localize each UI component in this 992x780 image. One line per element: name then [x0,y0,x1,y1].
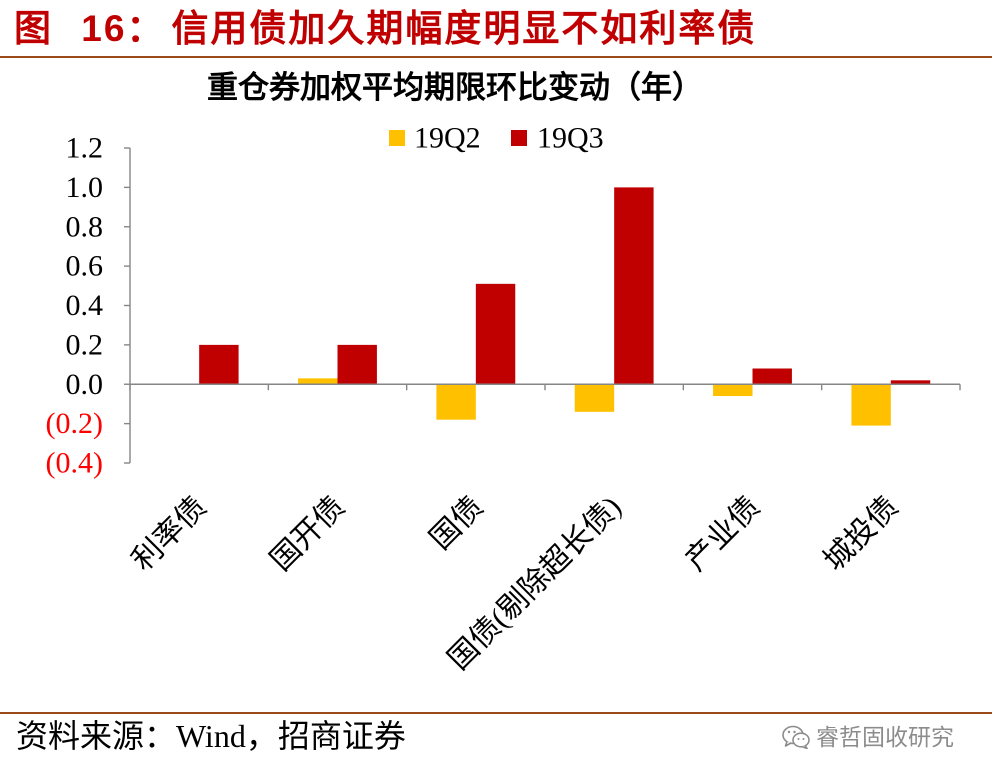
category-label: 国开债 [264,490,351,577]
watermark-text: 睿哲固收研究 [816,724,954,750]
y-tick-label: 1.0 [66,171,104,204]
legend-item-19q2: 19Q2 [389,122,481,155]
y-tick-label: 0.6 [66,250,104,283]
bar-19q2-5 [851,384,891,426]
bar-19q3-3 [614,187,654,385]
bar-19q2-2 [436,384,476,420]
figure-number: 图 16： [14,8,166,49]
legend-label-19q2: 19Q2 [414,122,481,155]
header-rule [0,56,992,58]
source-note: 资料来源：Wind，招商证券 [16,718,406,754]
axes [124,147,961,464]
legend-swatch-19q3 [511,130,527,146]
y-tick-label: 0.2 [66,328,104,361]
bars [199,187,931,426]
y-tick-label: 1.2 [66,132,104,165]
y-tick-label: (0.2) [46,407,103,440]
legend-label-19q3: 19Q3 [537,122,604,155]
y-tick-label: 0.4 [66,289,104,322]
category-label: 国债 [424,490,490,556]
category-label: 利率债 [126,490,213,577]
watermark: 睿哲固收研究 [782,723,954,751]
bar-19q2-1 [298,378,338,385]
footer-rule [0,712,992,714]
y-tick-label: 0.8 [66,210,104,243]
y-tick-label: (0.4) [46,447,103,480]
bar-19q3-4 [752,368,792,385]
bar-19q3-2 [475,283,516,385]
category-label: 城投债 [818,490,905,577]
bar-19q3-0 [199,344,239,385]
y-tick-label: 0.0 [66,368,104,401]
category-label: 产业债 [679,490,766,577]
chart-title: 重仓券加权平均期限环比变动（年） [207,70,703,105]
bar-19q2-4 [713,384,753,397]
y-tick-labels: 1.2 1.0 0.8 0.6 0.4 0.2 0.0 (0.2) (0.4) [46,132,103,480]
bar-19q3-5 [890,380,931,385]
figure-caption: 图 16： 信用债加久期幅度明显不如利率债 [14,6,756,52]
bar-19q3-1 [337,344,377,385]
legend-swatch-19q2 [389,130,405,146]
legend: 19Q2 19Q3 [389,122,604,155]
wechat-icon [782,725,810,749]
legend-item-19q3: 19Q3 [511,122,604,155]
bar-19q2-3 [574,384,615,412]
figure-title: 信用债加久期幅度明显不如利率债 [171,8,757,49]
